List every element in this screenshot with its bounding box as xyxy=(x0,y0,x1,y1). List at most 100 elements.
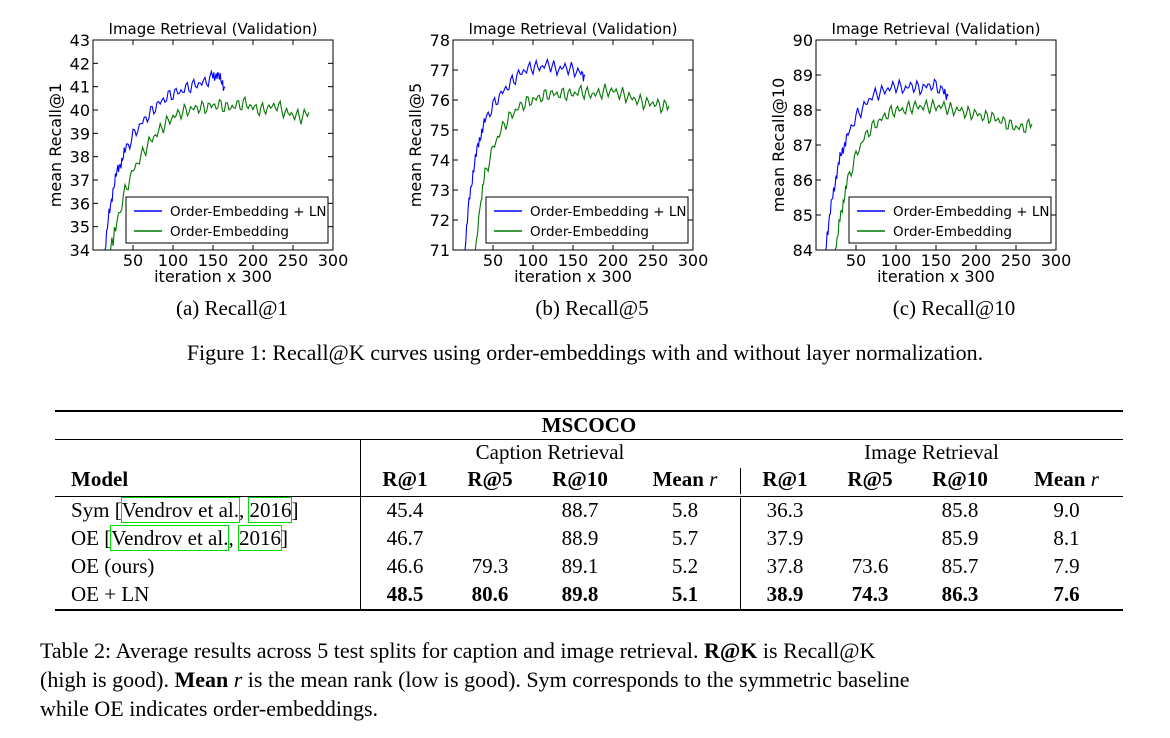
x-tick-label: 50 xyxy=(846,251,866,270)
series-line-order-embedding-ln xyxy=(825,77,949,251)
table-cell: 5.7 xyxy=(671,526,699,550)
header-caption-r1: R@1 xyxy=(382,467,428,491)
model-name: OE + LN xyxy=(71,582,150,606)
table-caption-line-2: (high is good). Mean r is the mean rank … xyxy=(40,665,1140,694)
y-tick-label: 78 xyxy=(430,31,450,50)
y-tick-label: 86 xyxy=(793,171,813,190)
chart-title: Image Retrieval (Validation) xyxy=(109,20,318,38)
y-tick-label: 34 xyxy=(70,241,90,260)
chart-title: Image Retrieval (Validation) xyxy=(832,20,1041,38)
table-cell: 89.1 xyxy=(561,554,599,578)
legend-box xyxy=(125,196,329,244)
table-title: MSCOCO xyxy=(541,413,637,437)
y-tick-label: 72 xyxy=(430,211,450,230)
legend-label: Order-Embedding + LN xyxy=(170,204,326,220)
table-caption-text-2b: Mean xyxy=(174,667,229,692)
table-caption-text-2d: is the mean rank (low is good). Sym corr… xyxy=(242,667,910,692)
y-tick-label: 40 xyxy=(70,101,90,120)
y-axis-label: mean Recall@10 xyxy=(769,78,788,213)
x-tick-label: 300 xyxy=(678,251,709,270)
y-tick-label: 37 xyxy=(70,171,90,190)
series-line-order-embedding xyxy=(474,83,670,250)
table-caption-line-3: while OE indicates order-embeddings. xyxy=(40,696,379,721)
y-tick-label: 76 xyxy=(430,91,450,110)
series-line-order-embedding-ln xyxy=(464,57,586,251)
header-caption-r10: R@10 xyxy=(552,467,608,491)
citation-author-link[interactable]: Vendrov et al. xyxy=(120,497,240,523)
x-tick-label: 100 xyxy=(881,251,912,270)
table-vrule-header-mid xyxy=(740,468,741,494)
group-image-retrieval: Image Retrieval xyxy=(864,440,999,464)
table-caption-text-2a: (high is good). xyxy=(40,667,175,692)
table-cell: 48.5 xyxy=(386,582,424,606)
table-cell: 45.4 xyxy=(386,498,424,522)
x-tick-label: 200 xyxy=(961,251,992,270)
x-tick-label: 300 xyxy=(1041,251,1072,270)
y-tick-label: 77 xyxy=(430,61,450,80)
table-cell: 85.7 xyxy=(941,554,979,578)
legend-label: Order-Embedding + LN xyxy=(893,204,1049,220)
table-cell: 7.9 xyxy=(1053,554,1080,578)
table-caption-text-1b: R@K xyxy=(703,638,758,663)
table-cell: 5.1 xyxy=(671,582,699,606)
y-tick-label: 87 xyxy=(793,136,813,155)
header-image-mean-label: Mean xyxy=(1034,467,1086,491)
table-cell: 46.7 xyxy=(386,526,424,550)
subcaption-b: (b) Recall@5 xyxy=(535,296,649,320)
table-cell: 85.8 xyxy=(941,498,979,522)
citation-author-link[interactable]: Vendrov et al. xyxy=(110,525,230,551)
table-title-rule xyxy=(55,439,1123,440)
table-vrule-model xyxy=(360,439,361,609)
header-caption-r5: R@5 xyxy=(467,467,513,491)
header-image-r10: R@10 xyxy=(932,467,988,491)
table-cell-model: Sym [Vendrov et al., 2016] xyxy=(71,497,299,523)
y-axis-label: mean Recall@1 xyxy=(46,83,65,207)
y-tick-label: 75 xyxy=(430,121,450,140)
table-cell: 36.3 xyxy=(766,498,804,522)
chart-panel-recall-10: Image Retrieval (Validation) 84 85 86 87 88 89… xyxy=(768,18,1138,296)
y-tick-label: 90 xyxy=(793,31,813,50)
x-axis-label: iteration x 300 xyxy=(514,267,632,286)
table-cell: 5.8 xyxy=(671,498,699,522)
table-cell: 38.9 xyxy=(766,582,804,606)
model-name: OE (ours) xyxy=(71,554,155,578)
chart-recall-1: Image Retrieval (Validation) 34 35 36 37 38 39… xyxy=(46,20,348,286)
table-cell-model: OE (ours) xyxy=(71,554,154,579)
y-tick-label: 43 xyxy=(70,31,90,50)
y-tick-label: 85 xyxy=(793,206,813,225)
x-tick-label: 150 xyxy=(558,251,589,270)
header-image-r5: R@5 xyxy=(847,467,893,491)
header-image-r1: R@1 xyxy=(762,467,808,491)
subcaption-c: (c) Recall@10 xyxy=(892,296,1016,320)
x-tick-label: 100 xyxy=(158,251,189,270)
table-bottom-rule xyxy=(55,609,1123,611)
table-cell: 88.7 xyxy=(561,498,599,522)
chart-title: Image Retrieval (Validation) xyxy=(469,20,678,38)
table-cell: 79.3 xyxy=(471,554,509,578)
x-axis-label: iteration x 300 xyxy=(877,267,995,286)
table-cell: 37.9 xyxy=(766,526,804,550)
table-cell-model: OE [Vendrov et al., 2016] xyxy=(71,525,288,551)
citation-year-link[interactable]: 2016 xyxy=(248,497,293,523)
header-caption-mean-r: r xyxy=(709,467,718,491)
citation-year-link[interactable]: 2016 xyxy=(237,525,282,551)
x-tick-label: 200 xyxy=(238,251,269,270)
series-line-order-embedding xyxy=(834,97,1033,251)
chart-recall-10: Image Retrieval (Validation) 84 85 86 87 88 89… xyxy=(769,20,1072,286)
x-axis-label: iteration x 300 xyxy=(154,267,272,286)
header-caption-mean-label: Mean xyxy=(652,467,704,491)
y-tick-label: 84 xyxy=(793,241,813,260)
chart-recall-5: Image Retrieval (Validation) 71 72 73 74 75 76… xyxy=(406,20,709,286)
table-cell: 85.9 xyxy=(941,526,979,550)
legend-label: Order-Embedding xyxy=(530,224,649,240)
y-tick-label: 38 xyxy=(70,148,90,167)
chart-panel-recall-1: Image Retrieval (Validation) 34 35 36 37 38 39… xyxy=(45,18,415,296)
y-tick-label: 71 xyxy=(430,241,450,260)
x-tick-label: 250 xyxy=(278,251,309,270)
header-caption-mean: Mean r xyxy=(630,467,740,492)
table-caption-text-2c: r xyxy=(233,667,243,692)
table-cell: 5.2 xyxy=(671,554,699,578)
y-tick-label: 89 xyxy=(793,66,813,85)
x-tick-label: 200 xyxy=(598,251,629,270)
figure-caption: Figure 1: Recall@K curves using order-em… xyxy=(186,340,984,365)
